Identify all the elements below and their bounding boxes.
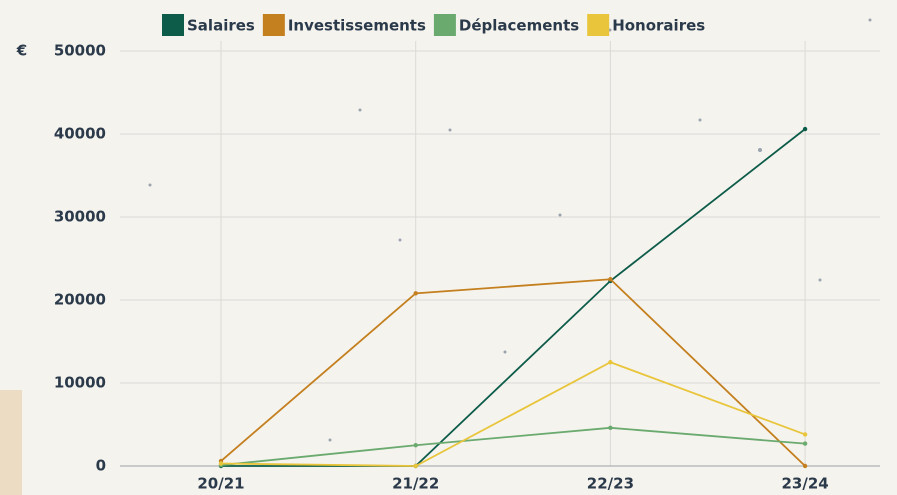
line	[221, 128, 806, 467]
speckles	[148, 18, 872, 442]
point	[608, 360, 613, 365]
y-tick-label: 0	[96, 457, 106, 475]
y-tick-label: 20000	[54, 291, 106, 309]
point	[608, 425, 613, 431]
legend-label: Investissements	[288, 17, 426, 35]
legend-label: Déplacements	[459, 17, 579, 35]
legend-label: Salaires	[187, 17, 255, 35]
x-tick-label: 23/24	[781, 475, 828, 493]
point	[802, 441, 808, 446]
legend-label: Honoraires	[612, 17, 705, 35]
legend-swatch	[262, 14, 285, 36]
point	[218, 461, 224, 466]
line	[220, 361, 806, 467]
point	[802, 463, 808, 469]
line	[220, 426, 806, 467]
x-tick-label: 20/21	[197, 475, 244, 493]
point	[413, 463, 418, 469]
point	[608, 277, 613, 282]
y-tick-label: 40000	[54, 125, 106, 143]
point	[802, 126, 808, 132]
point	[413, 443, 418, 448]
point	[802, 432, 808, 437]
y-tick-label: 30000	[54, 208, 106, 226]
side-panel	[0, 390, 22, 495]
y-unit: €	[16, 42, 27, 60]
legend-swatch	[162, 14, 184, 36]
y-tick-label: 10000	[54, 374, 106, 392]
x-tick-label: 22/23	[587, 475, 634, 493]
legend-swatch	[433, 14, 456, 36]
y-tick-label: 50000	[54, 42, 106, 60]
legend-swatch	[587, 14, 610, 36]
x-tick-label: 21/22	[392, 475, 439, 493]
point	[413, 291, 418, 296]
line	[220, 278, 806, 467]
